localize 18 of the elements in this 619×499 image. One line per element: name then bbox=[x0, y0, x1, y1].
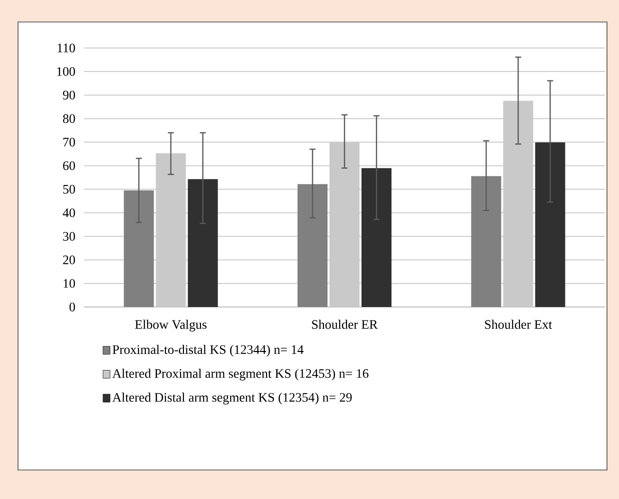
y-tick-label: 0 bbox=[70, 302, 75, 312]
y-tick-label: 20 bbox=[63, 256, 75, 264]
legend-label: Proximal-to-distal KS (12344) n= 14 bbox=[112, 344, 304, 357]
y-tick-label: 70 bbox=[63, 138, 75, 147]
legend-label: Altered Proximal arm segment KS (12453) n= 16 bbox=[112, 368, 368, 381]
y-tick-label: 110 bbox=[58, 44, 75, 52]
x-tick-label: Shoulder ER bbox=[312, 320, 378, 329]
y-tick-label: 50 bbox=[63, 184, 75, 194]
y-tick-label: 10 bbox=[64, 279, 75, 288]
y-tick-label: 60 bbox=[63, 161, 75, 170]
y-tick-label: 30 bbox=[63, 232, 75, 241]
x-tick-label: Elbow Valgus bbox=[135, 320, 207, 332]
y-tick-label: 100 bbox=[57, 67, 75, 76]
y-tick-label: 80 bbox=[63, 114, 75, 123]
x-tick-label: Shoulder Ext bbox=[485, 320, 552, 329]
y-tick-label: 40 bbox=[62, 208, 75, 218]
y-tick-label: 90 bbox=[62, 90, 75, 100]
legend-label: Altered Distal arm segment KS (12354) n= 29 bbox=[112, 392, 352, 404]
